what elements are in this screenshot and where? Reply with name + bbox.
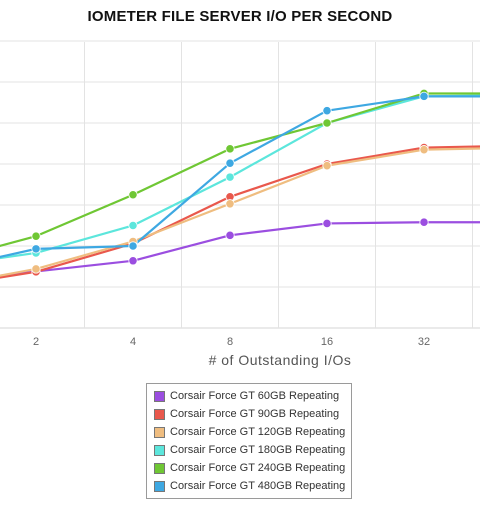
legend-swatch bbox=[154, 390, 165, 402]
x-tick-labels: 2 4 8 16 32 bbox=[33, 336, 430, 348]
data-point[interactable] bbox=[322, 106, 332, 116]
data-point[interactable] bbox=[225, 158, 235, 168]
line-chart: 2 4 8 16 32 bbox=[0, 40, 480, 348]
data-point[interactable] bbox=[322, 218, 332, 229]
legend-swatch bbox=[154, 426, 165, 438]
data-point[interactable] bbox=[31, 231, 41, 241]
legend-item[interactable]: Corsair Force GT 480GB Repeating bbox=[147, 477, 351, 495]
legend-swatch bbox=[154, 444, 165, 456]
legend-label: Corsair Force GT 90GB Repeating bbox=[170, 408, 340, 420]
x-axis-label: # of Outstanding I/Os bbox=[208, 352, 352, 368]
data-point[interactable] bbox=[128, 241, 138, 251]
data-point[interactable] bbox=[31, 244, 41, 254]
legend-item[interactable]: Corsair Force GT 240GB Repeating bbox=[147, 459, 351, 477]
legend-item[interactable]: Corsair Force GT 120GB Repeating bbox=[147, 423, 351, 441]
x-tick-label: 32 bbox=[418, 336, 430, 348]
data-point[interactable] bbox=[419, 217, 429, 227]
legend-swatch bbox=[154, 408, 165, 420]
series-line bbox=[0, 94, 480, 260]
series-line bbox=[0, 145, 480, 279]
legend-item[interactable]: Corsair Force GT 60GB Repeating bbox=[147, 387, 351, 405]
legend-swatch bbox=[154, 462, 165, 474]
data-point[interactable] bbox=[225, 144, 235, 154]
data-point[interactable] bbox=[128, 190, 138, 200]
data-point[interactable] bbox=[419, 145, 429, 155]
gridlines bbox=[0, 40, 480, 329]
series-line bbox=[0, 221, 480, 277]
x-tick-label: 2 bbox=[33, 336, 39, 348]
data-point[interactable] bbox=[322, 118, 332, 128]
data-point[interactable] bbox=[322, 161, 332, 171]
x-tick-label: 16 bbox=[321, 336, 333, 348]
legend-label: Corsair Force GT 180GB Repeating bbox=[170, 444, 346, 456]
data-point[interactable] bbox=[419, 91, 429, 101]
data-point[interactable] bbox=[128, 220, 138, 231]
legend-label: Corsair Force GT 60GB Repeating bbox=[170, 390, 340, 402]
legend-item[interactable]: Corsair Force GT 180GB Repeating bbox=[147, 441, 351, 459]
data-point[interactable] bbox=[225, 172, 235, 182]
x-tick-label: 8 bbox=[227, 336, 233, 348]
legend-label: Corsair Force GT 120GB Repeating bbox=[170, 426, 346, 438]
legend-item[interactable]: Corsair Force GT 90GB Repeating bbox=[147, 405, 351, 423]
x-tick-label: 4 bbox=[130, 336, 136, 348]
legend: Corsair Force GT 60GB Repeating Corsair F… bbox=[146, 383, 352, 499]
series-line bbox=[0, 92, 480, 248]
series-line bbox=[0, 147, 480, 277]
series-line bbox=[0, 95, 480, 259]
series-points bbox=[31, 88, 429, 277]
legend-label: Corsair Force GT 240GB Repeating bbox=[170, 462, 346, 474]
legend-label: Corsair Force GT 480GB Repeating bbox=[170, 480, 346, 492]
chart-title: IOMETER FILE SERVER I/O PER SECOND bbox=[87, 8, 393, 25]
legend-swatch bbox=[154, 480, 165, 492]
data-point[interactable] bbox=[225, 199, 235, 209]
data-point[interactable] bbox=[225, 230, 235, 240]
data-point[interactable] bbox=[31, 264, 41, 274]
data-point[interactable] bbox=[128, 256, 138, 266]
